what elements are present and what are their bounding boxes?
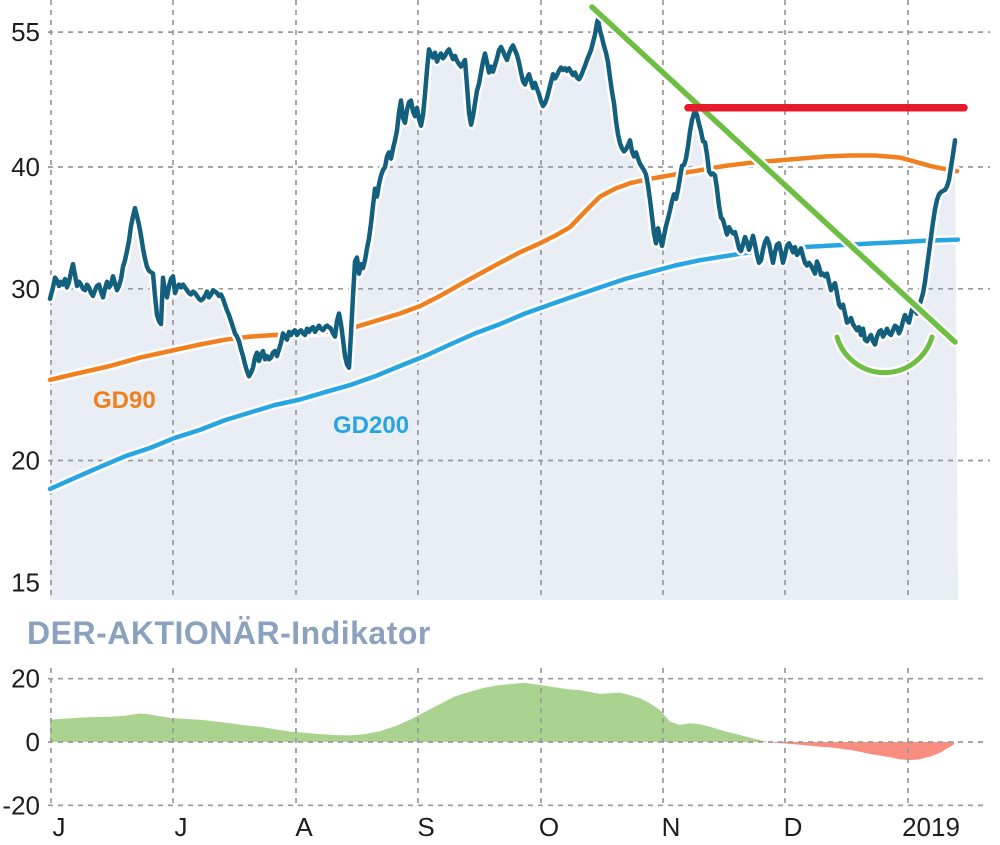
indicator-area-chart [48,668,988,807]
x-tick-label: 2019 [902,812,960,842]
downtrend-line [589,4,958,345]
x-tick-label: S [417,812,434,842]
x-tick-label: D [784,812,803,842]
x-tick-label: J [53,812,66,842]
indicator-title: DER-AKTIONÄR-Indikator [27,615,431,651]
indicator-y-tick-label: 20 [11,664,40,694]
axis-labels: 55 40 30 20 15 20 0 -20 J J A S O N D 2019 [2,17,960,842]
x-tick-label: A [295,812,313,842]
price-y-tick-label: 20 [11,446,40,476]
gd90-line [47,153,960,383]
price-y-tick-label: 15 [11,567,40,597]
main-price-chart [45,0,990,601]
price-y-tick-label: 55 [11,17,40,47]
price-y-tick-label: 30 [11,274,40,304]
support-arc [834,334,935,376]
gd200-label: GD200 [333,412,409,439]
price-line [47,17,958,379]
x-tick-label: O [539,812,559,842]
indicator-area-negative [768,742,954,760]
indicator-y-tick-label: 0 [26,727,40,757]
x-tick-label: N [662,812,681,842]
x-tick-label: J [175,812,188,842]
indicator-y-tick-label: -20 [2,790,40,820]
indicator-area-positive [50,682,768,742]
gd90-label: GD90 [93,387,156,414]
price-area [50,19,958,601]
price-y-tick-label: 40 [11,152,40,182]
